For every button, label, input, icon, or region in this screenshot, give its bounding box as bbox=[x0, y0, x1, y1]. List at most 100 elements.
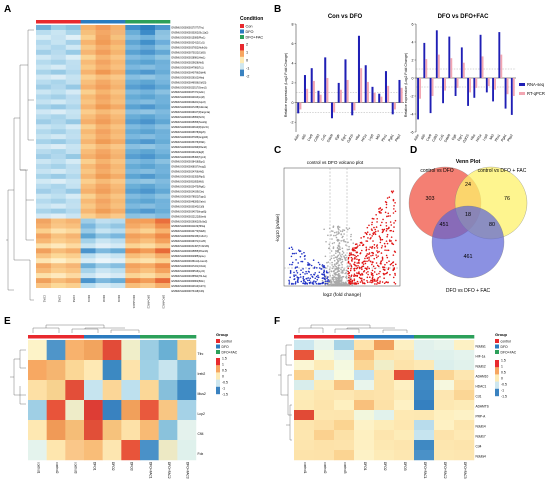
volcano-point bbox=[318, 267, 321, 269]
bar bbox=[417, 78, 419, 120]
volcano-point bbox=[353, 261, 356, 264]
gene-label: Cd1 bbox=[476, 395, 482, 399]
category-label: Car9 bbox=[307, 133, 314, 141]
heatmap-cell bbox=[394, 360, 415, 371]
heatmap-cell bbox=[140, 119, 156, 125]
volcano-point bbox=[378, 282, 380, 285]
bar bbox=[400, 87, 403, 103]
gene-label: HIF-1a bbox=[476, 355, 486, 359]
category-label: Pgk1 bbox=[500, 133, 507, 142]
heatmap-cell bbox=[95, 74, 111, 80]
heatmap-cell bbox=[80, 79, 96, 85]
volcano-point bbox=[382, 229, 385, 231]
heatmap-cell bbox=[36, 89, 52, 95]
heatmap-cell bbox=[50, 178, 67, 185]
bar bbox=[485, 78, 488, 93]
volcano-point bbox=[336, 280, 339, 282]
volcano-point bbox=[387, 227, 390, 230]
volcano-point bbox=[367, 273, 369, 276]
heatmap-cell bbox=[121, 380, 141, 401]
volcano-point bbox=[361, 242, 363, 244]
heatmap-cell bbox=[434, 380, 455, 391]
volcano-point bbox=[291, 282, 293, 285]
bar bbox=[297, 102, 300, 114]
category-label: Mt3 bbox=[489, 133, 495, 140]
volcano-point bbox=[295, 266, 297, 268]
heatmap-cell bbox=[155, 114, 171, 120]
heatmap-cell bbox=[314, 370, 335, 381]
heatmap-cell bbox=[110, 104, 126, 110]
heatmap-cell bbox=[65, 34, 81, 41]
heatmap-cell bbox=[65, 79, 81, 85]
volcano-point bbox=[385, 240, 388, 242]
volcano-point bbox=[289, 269, 292, 272]
heatmap-cell bbox=[334, 350, 355, 361]
volcano-point bbox=[364, 260, 366, 263]
heatmap-cell bbox=[36, 44, 52, 51]
heatmap-cell bbox=[50, 253, 67, 259]
volcano-point bbox=[373, 257, 376, 260]
volcano-point bbox=[366, 240, 369, 242]
heatmap-cell bbox=[434, 440, 455, 451]
heatmap-cell bbox=[155, 59, 171, 65]
heatmap-cell bbox=[414, 350, 435, 361]
heatmap-cell bbox=[36, 218, 52, 224]
heatmap-cell bbox=[140, 283, 156, 289]
volcano-point bbox=[391, 242, 393, 244]
heatmap-cell bbox=[50, 188, 67, 194]
volcano-point bbox=[332, 277, 334, 279]
heatmap-cell bbox=[140, 213, 156, 219]
volcano-point bbox=[291, 263, 293, 266]
heatmap-cell bbox=[80, 39, 96, 46]
heatmap-cell bbox=[65, 149, 81, 155]
heatmap-cell bbox=[46, 360, 66, 381]
heatmap-cell bbox=[155, 173, 171, 180]
volcano-point bbox=[392, 230, 395, 233]
volcano-point bbox=[335, 267, 337, 270]
volcano-point bbox=[348, 280, 350, 282]
volcano-point bbox=[340, 262, 343, 264]
bar bbox=[360, 68, 363, 103]
annotation-cell bbox=[65, 20, 81, 24]
heatmap-cell bbox=[125, 44, 141, 51]
heatmap-cell bbox=[155, 74, 171, 80]
volcano-point bbox=[370, 279, 372, 282]
volcano-point bbox=[378, 272, 380, 275]
volcano-point bbox=[377, 230, 379, 232]
heatmap-cell bbox=[140, 44, 156, 51]
scale-tick: -1.5 bbox=[501, 395, 507, 399]
heatmap-cell bbox=[36, 49, 52, 56]
heatmap-f-column-labels: control1 control2 control3 DFO1 DFO2 DFO3 DFO+… bbox=[303, 462, 467, 479]
heatmap-cell bbox=[121, 360, 141, 381]
column-label: DFO2 bbox=[383, 462, 387, 471]
volcano-point bbox=[356, 246, 358, 249]
heatmap-cell bbox=[140, 203, 156, 209]
heatmap-cell bbox=[80, 144, 96, 150]
volcano-point bbox=[390, 262, 393, 265]
volcano-point bbox=[379, 270, 381, 273]
heatmap-cell bbox=[95, 64, 111, 70]
heatmap-cell bbox=[125, 198, 141, 204]
volcano-point bbox=[382, 272, 385, 275]
category-label: Ccl1 bbox=[438, 133, 445, 141]
heatmap-cell bbox=[125, 144, 141, 150]
volcano-point bbox=[327, 271, 329, 274]
gene-label: ENSMUSG00000037371(Adm) bbox=[172, 91, 205, 94]
volcano-point bbox=[307, 279, 309, 282]
volcano-point bbox=[388, 196, 391, 198]
volcano-point bbox=[323, 274, 326, 277]
volcano-point bbox=[350, 253, 353, 256]
category-label: Pkp2 bbox=[394, 133, 401, 142]
heatmap-cell bbox=[110, 39, 126, 46]
volcano-point bbox=[346, 277, 348, 280]
volcano-point bbox=[338, 264, 341, 266]
volcano-point bbox=[363, 282, 366, 284]
heatmap-cell bbox=[65, 154, 81, 160]
volcano-point bbox=[292, 283, 295, 285]
heatmap-cell bbox=[110, 243, 126, 249]
heatmap-cell bbox=[80, 223, 96, 229]
y-tick-label: -6 bbox=[410, 130, 413, 134]
heatmap-cell bbox=[140, 144, 156, 150]
volcano-point bbox=[324, 280, 327, 282]
volcano-point bbox=[381, 259, 384, 261]
